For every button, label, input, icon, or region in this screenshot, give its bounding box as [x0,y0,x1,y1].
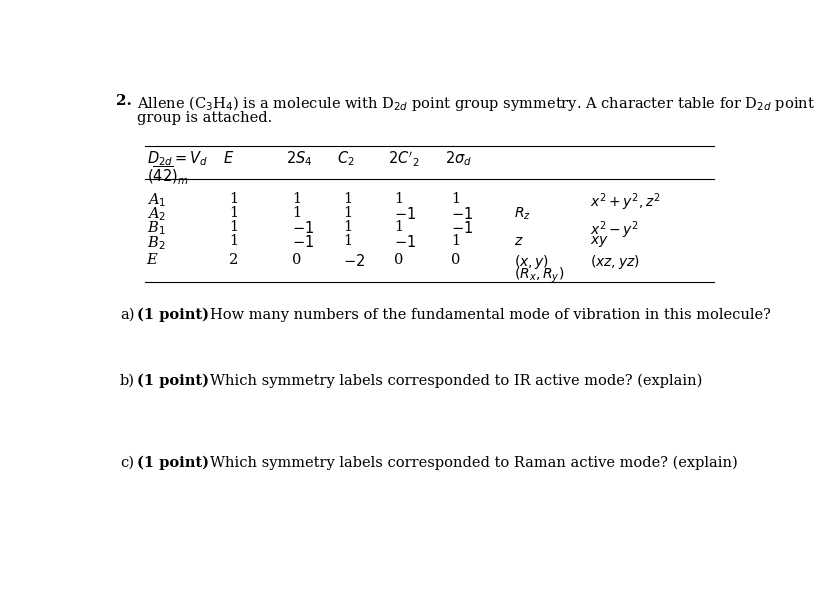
Text: 1: 1 [293,192,302,206]
Text: $(R_x,R_y)$: $(R_x,R_y)$ [515,266,564,285]
Text: $-1$: $-1$ [451,206,473,221]
Text: 2.: 2. [116,95,132,109]
Text: Allene (C$_3$H$_4$) is a molecule with D$_{2d}$ point group symmetry. A characte: Allene (C$_3$H$_4$) is a molecule with D… [137,95,815,113]
Text: $2\sigma_d$: $2\sigma_d$ [445,150,472,168]
Text: 2: 2 [229,253,238,267]
Text: group is attached.: group is attached. [137,111,272,125]
Text: 1: 1 [229,220,238,234]
Text: A$_2$: A$_2$ [146,206,166,223]
Text: $(\overline{42})_m$: $(\overline{42})_m$ [146,165,188,187]
Text: 1: 1 [344,220,353,234]
Text: 0: 0 [293,253,302,267]
Text: (1 point): (1 point) [137,456,209,470]
Text: 0: 0 [394,253,403,267]
Text: $z$: $z$ [515,234,524,248]
Text: $x^2+y^2,z^2$: $x^2+y^2,z^2$ [591,192,661,213]
Text: $2S_4$: $2S_4$ [286,150,312,168]
Text: $-1$: $-1$ [394,206,416,221]
Text: 1: 1 [451,234,460,248]
Text: (1 point): (1 point) [137,374,209,388]
Text: $(xz,yz)$: $(xz,yz)$ [591,253,640,271]
Text: $xy$: $xy$ [591,234,609,249]
Text: E: E [146,253,157,267]
Text: b): b) [120,374,135,388]
Text: a): a) [120,308,134,322]
Text: 1: 1 [293,206,302,220]
Text: 1: 1 [344,234,353,248]
Text: 0: 0 [451,253,461,267]
Text: $-1$: $-1$ [293,234,315,250]
Text: Which symmetry labels corresponded to Raman active mode? (explain): Which symmetry labels corresponded to Ra… [210,456,738,470]
Text: $R_z$: $R_z$ [515,206,531,222]
Text: How many numbers of the fundamental mode of vibration in this molecule?: How many numbers of the fundamental mode… [210,308,771,322]
Text: 1: 1 [394,220,403,234]
Text: 1: 1 [344,192,353,206]
Text: B$_2$: B$_2$ [146,234,165,251]
Text: 1: 1 [451,192,460,206]
Text: 1: 1 [344,206,353,220]
Text: $-1$: $-1$ [293,220,315,235]
Text: 1: 1 [229,206,238,220]
Text: $E$: $E$ [222,150,234,166]
Text: 1: 1 [229,192,238,206]
Text: Which symmetry labels corresponded to IR active mode? (explain): Which symmetry labels corresponded to IR… [210,374,703,388]
Text: $x^2-y^2$: $x^2-y^2$ [591,220,640,242]
Text: $(x,y)$: $(x,y)$ [515,253,550,271]
Text: 1: 1 [229,234,238,248]
Text: $-1$: $-1$ [451,220,473,235]
Text: 1: 1 [394,192,403,206]
Text: A$_1$: A$_1$ [146,192,166,209]
Text: $C_2$: $C_2$ [337,150,354,168]
Text: B$_1$: B$_1$ [146,220,165,237]
Text: $2C'_2$: $2C'_2$ [388,150,419,169]
Text: c): c) [120,456,134,470]
Text: $-1$: $-1$ [394,234,416,250]
Text: $-2$: $-2$ [344,253,366,268]
Text: $D_{2d}=V_d$: $D_{2d}=V_d$ [146,150,208,168]
Text: (1 point): (1 point) [137,308,209,323]
